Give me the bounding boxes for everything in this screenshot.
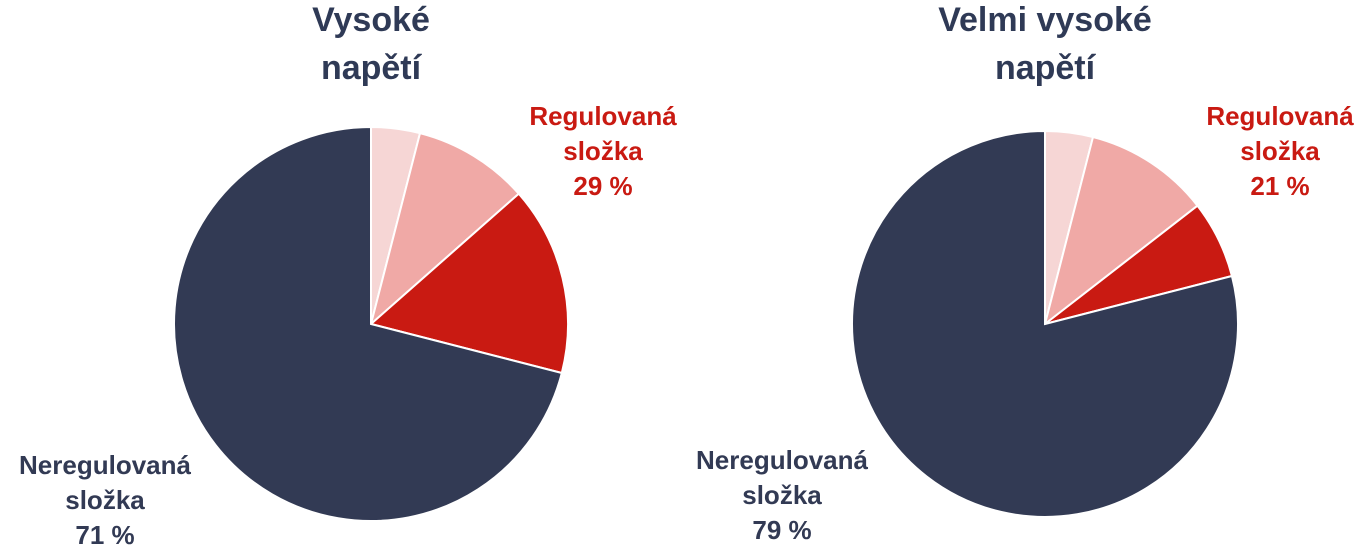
pie-slice: [369, 131, 521, 327]
group-label: Regulovaná: [529, 101, 677, 131]
group-label: Regulovaná: [1206, 101, 1354, 131]
pie-slice: [1043, 135, 1199, 327]
chart-title: napětí: [321, 49, 423, 87]
group-label: složka: [1240, 136, 1320, 166]
pie-slice: [173, 125, 564, 522]
chart-title: Vysoké: [312, 1, 430, 39]
group-label: složka: [563, 136, 643, 166]
group-label: složka: [65, 485, 145, 515]
group-label: Neregulovaná: [19, 450, 191, 480]
group-label: složka: [742, 480, 822, 510]
group-value-label: 21 %: [1250, 171, 1309, 201]
group-value-label: 29 %: [573, 171, 632, 201]
group-value-label: 71 %: [75, 520, 134, 550]
chart-title: Velmi vysoké: [938, 1, 1152, 39]
pie-slice: [368, 192, 569, 375]
group-label: Neregulovaná: [696, 445, 868, 475]
chart-title: napětí: [995, 49, 1097, 87]
pie-slice: [851, 129, 1239, 518]
group-value-label: 79 %: [752, 515, 811, 545]
